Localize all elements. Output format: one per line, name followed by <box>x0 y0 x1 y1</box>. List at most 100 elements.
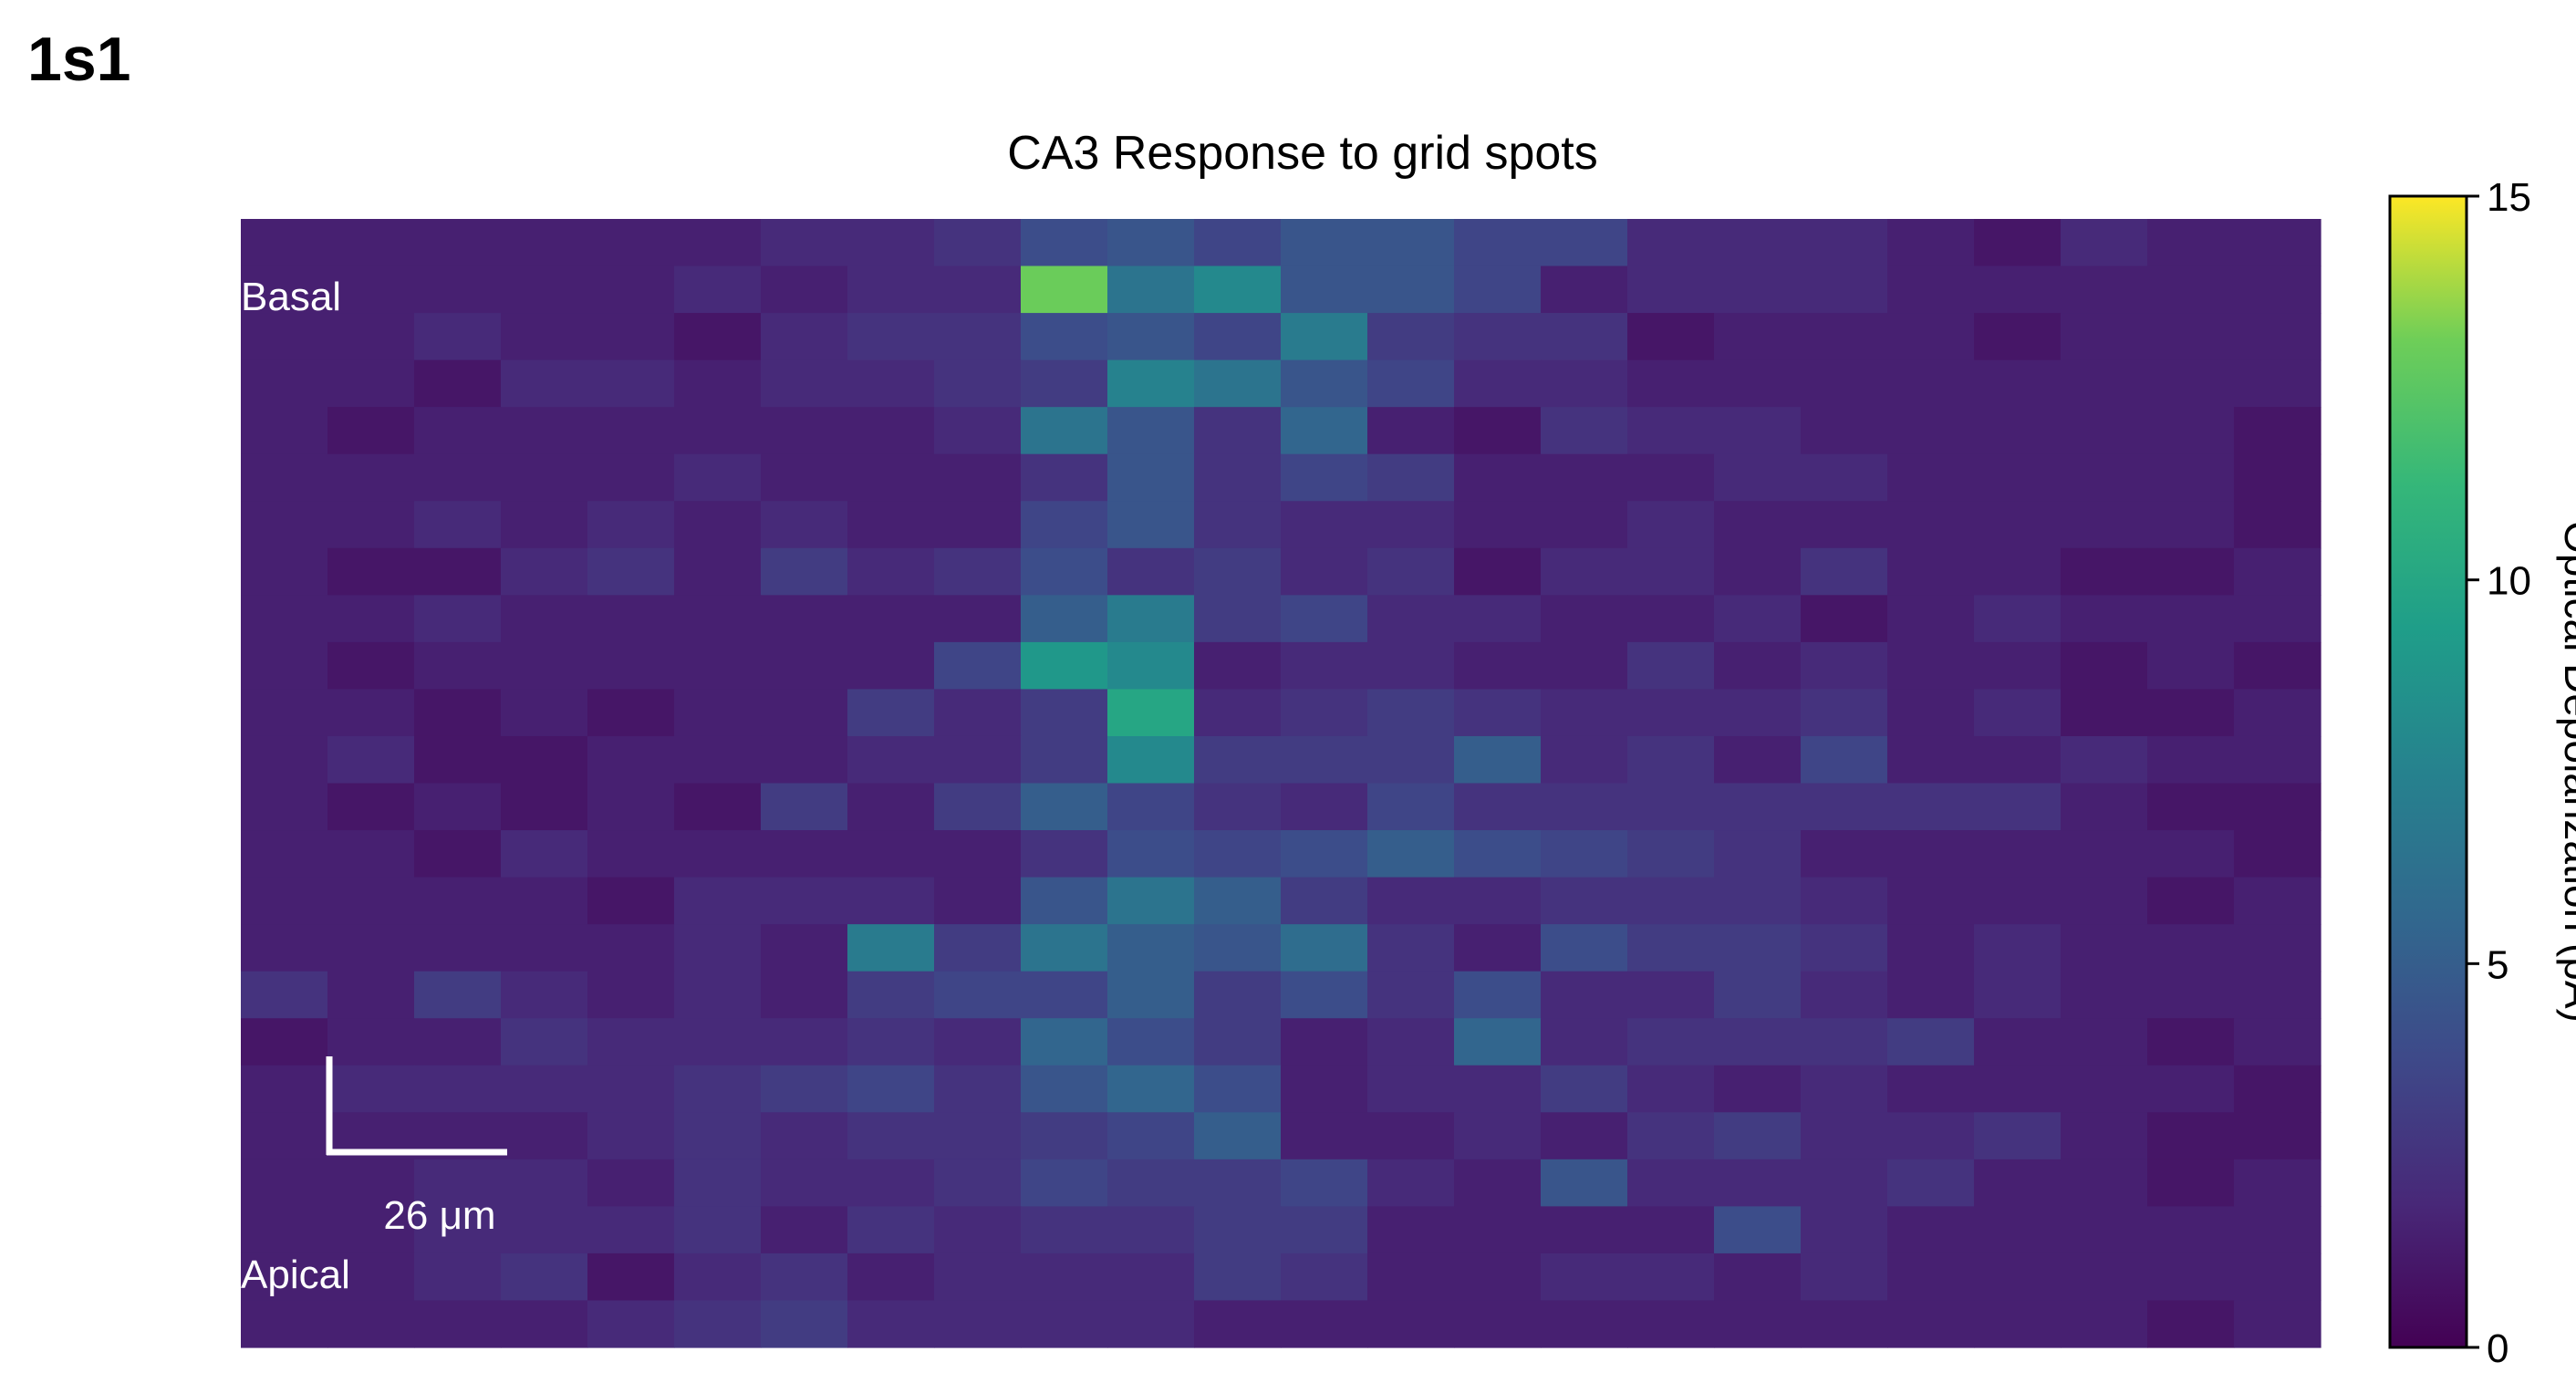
heatmap-cell <box>1801 641 1888 691</box>
heatmap-cell <box>241 1159 328 1207</box>
heatmap-cell <box>1887 407 1975 455</box>
heatmap-cell <box>1801 1018 1888 1066</box>
heatmap-cell <box>1887 453 1975 502</box>
heatmap-cell <box>414 971 502 1019</box>
heatmap-cell <box>761 1206 848 1254</box>
heatmap-cell <box>1281 595 1368 643</box>
heatmap-cell <box>1281 971 1368 1019</box>
heatmap-cell <box>1367 1300 1455 1348</box>
heatmap-cell <box>2061 547 2148 596</box>
heatmap-cell <box>1887 265 1975 314</box>
heatmap-cell <box>1887 359 1975 408</box>
heatmap-cell <box>2061 830 2148 878</box>
heatmap-cell <box>847 1253 935 1302</box>
heatmap-cell <box>501 1159 588 1207</box>
heatmap-cell <box>241 407 328 455</box>
heatmap-cell <box>1801 783 1888 831</box>
heatmap-cell <box>1714 359 1802 408</box>
heatmap-cell <box>2061 1300 2148 1348</box>
heatmap-cell <box>327 547 415 596</box>
heatmap-cell <box>1454 1018 1542 1066</box>
heatmap-cell <box>1281 1159 1368 1207</box>
heatmap-cell <box>587 1065 675 1113</box>
heatmap-cell <box>761 547 848 596</box>
heatmap-cell <box>1194 595 1282 643</box>
heatmap-cell <box>587 830 675 878</box>
heatmap-cell <box>1541 641 1628 691</box>
heatmap-cell <box>241 877 328 925</box>
heatmap-cell <box>1974 219 2062 267</box>
heatmap-cell <box>761 313 848 361</box>
heatmap-cell <box>1887 924 1975 972</box>
heatmap-cell <box>1627 1065 1715 1113</box>
heatmap-cell <box>1801 1112 1888 1160</box>
heatmap-cell <box>2061 595 2148 643</box>
panel-label: 1s1 <box>27 25 130 94</box>
heatmap-cell <box>1281 1300 1368 1348</box>
heatmap-cell <box>241 595 328 643</box>
heatmap-cell <box>1194 547 1282 596</box>
heatmap-cell <box>1714 1206 1802 1254</box>
heatmap-cell <box>1541 219 1628 267</box>
heatmap-cell <box>934 501 1022 549</box>
heatmap-cell <box>587 501 675 549</box>
heatmap-cell <box>1974 1065 2062 1113</box>
heatmap-cell <box>241 547 328 596</box>
heatmap-cell <box>1627 265 1715 314</box>
heatmap-cell <box>1367 1112 1455 1160</box>
colorbar-ticks: 0 5 10 15 <box>2467 175 2531 1371</box>
heatmap-cell <box>1974 877 2062 925</box>
heatmap-cell <box>1541 1065 1628 1113</box>
heatmap-cell <box>2061 924 2148 972</box>
heatmap-cell <box>501 1018 588 1066</box>
heatmap-cell <box>1627 877 1715 925</box>
heatmap-cell <box>1107 1300 1195 1348</box>
heatmap-cell <box>1627 735 1715 785</box>
heatmap-cell <box>761 595 848 643</box>
heatmap-cell <box>1194 1159 1282 1207</box>
heatmap-cell <box>1801 1065 1888 1113</box>
heatmap-cell <box>934 1206 1022 1254</box>
heatmap-cell <box>1454 595 1542 643</box>
heatmap-cell <box>2147 1112 2235 1160</box>
heatmap-cell <box>501 1065 588 1113</box>
heatmap-cell <box>674 1206 762 1254</box>
heatmap-cell <box>1714 1065 1802 1113</box>
heatmap-cell <box>1107 1253 1195 1302</box>
heatmap-cell <box>1541 1253 1628 1302</box>
heatmap-cell <box>1367 783 1455 831</box>
heatmap-cell <box>414 735 502 785</box>
colorbar-tick-label: 10 <box>2487 559 2531 604</box>
heatmap-cell <box>761 501 848 549</box>
heatmap-cell <box>934 1253 1022 1302</box>
heatmap-cell <box>501 453 588 502</box>
heatmap-cell <box>1714 547 1802 596</box>
heatmap-cell <box>414 641 502 691</box>
heatmap-cell <box>501 407 588 455</box>
heatmap-cell <box>414 1018 502 1066</box>
heatmap-cell <box>1887 1065 1975 1113</box>
heatmap-cell <box>501 359 588 408</box>
heatmap-cell <box>1974 783 2062 831</box>
heatmap-cell <box>2147 453 2235 502</box>
heatmap-cell <box>1107 501 1195 549</box>
heatmap-cell <box>934 735 1022 785</box>
heatmap-cell <box>501 689 588 737</box>
heatmap-cell <box>327 265 415 314</box>
heatmap-cell <box>674 735 762 785</box>
heatmap-cell <box>1194 1300 1282 1348</box>
heatmap-cell <box>1627 971 1715 1019</box>
heatmap-cell <box>1367 501 1455 549</box>
heatmap-cell <box>1454 735 1542 785</box>
heatmap-cell <box>1801 595 1888 643</box>
heatmap-cell <box>1541 1159 1628 1207</box>
heatmap-cell <box>1021 595 1108 643</box>
heatmap-cell <box>327 877 415 925</box>
heatmap-cell <box>674 971 762 1019</box>
heatmap-cell <box>761 407 848 455</box>
heatmap-cell <box>1714 641 1802 691</box>
heatmap-cell <box>1974 501 2062 549</box>
heatmap-cell <box>1627 641 1715 691</box>
heatmap-cell <box>587 924 675 972</box>
